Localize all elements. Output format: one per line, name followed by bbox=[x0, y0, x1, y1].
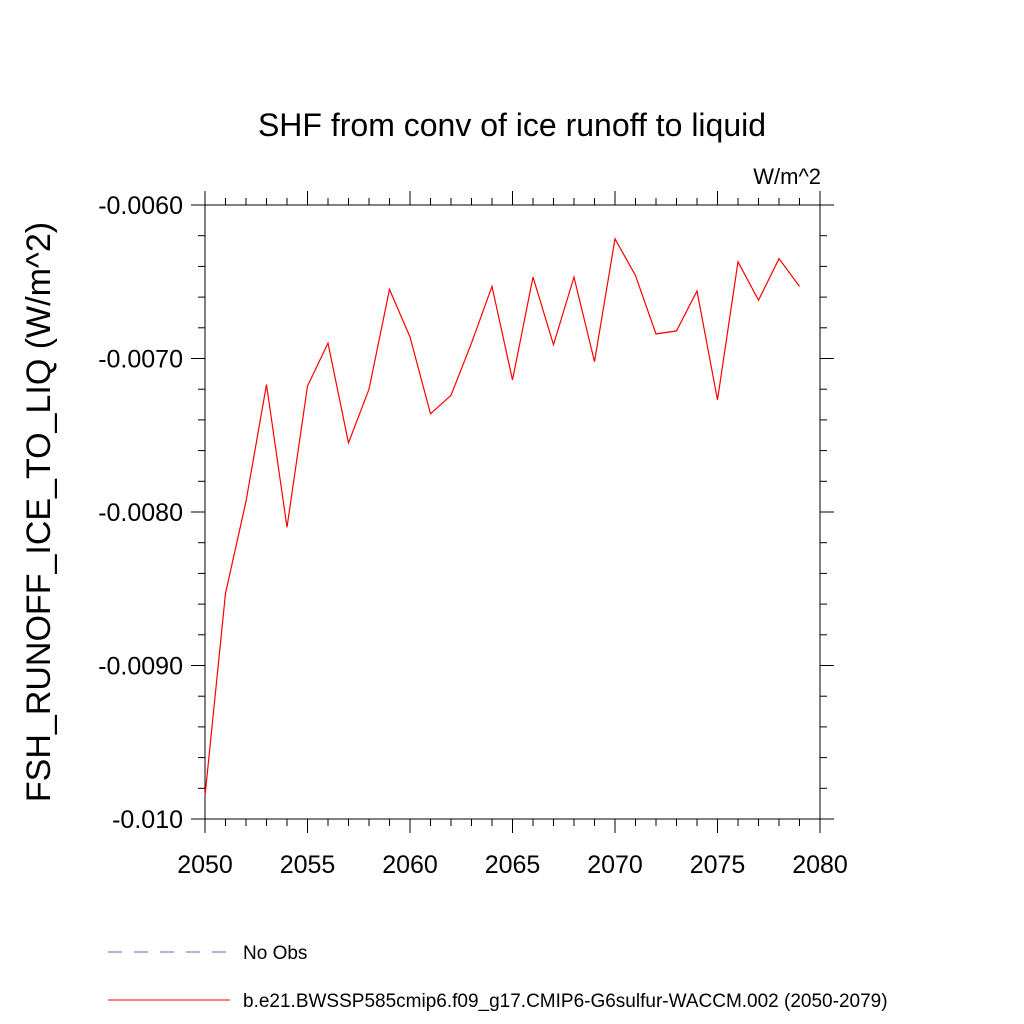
x-tick-label: 2075 bbox=[690, 851, 746, 879]
y-tick-label: -0.0060 bbox=[98, 192, 183, 220]
chart-title: SHF from conv of ice runoff to liquid bbox=[258, 107, 766, 143]
y-tick-label: -0.0070 bbox=[98, 346, 183, 374]
legend-label: b.e21.BWSSP585cmip6.f09_g17.CMIP6-G6sulf… bbox=[243, 991, 888, 1012]
x-tick-label: 2060 bbox=[382, 851, 438, 879]
x-tick-label: 2055 bbox=[280, 851, 336, 879]
y-tick-label: -0.0080 bbox=[98, 499, 183, 527]
series-layer bbox=[204, 237, 800, 797]
plot-frame bbox=[204, 204, 821, 820]
legend-label: No Obs bbox=[243, 943, 307, 964]
y-tick-label: -0.0090 bbox=[98, 653, 183, 681]
units-label: W/m^2 bbox=[753, 164, 821, 189]
x-tick-label: 2050 bbox=[177, 851, 233, 879]
x-tick-label: 2080 bbox=[792, 851, 848, 879]
x-tick-label: 2065 bbox=[485, 851, 541, 879]
axes: 2050 2055 2060 2065 2070 2075 2080 -0.010 -0.009… bbox=[98, 191, 848, 879]
y-axis-label: FSH_RUNOFF_ICE_TO_LIQ (W/m^2) bbox=[20, 222, 58, 802]
y-tick-label: -0.010 bbox=[112, 806, 183, 834]
x-tick-label: 2070 bbox=[587, 851, 643, 879]
series-line bbox=[204, 237, 800, 797]
legend: No Obs b.e21.BWSSP585cmip6.f09_g17.CMIP6-… bbox=[108, 943, 888, 1012]
